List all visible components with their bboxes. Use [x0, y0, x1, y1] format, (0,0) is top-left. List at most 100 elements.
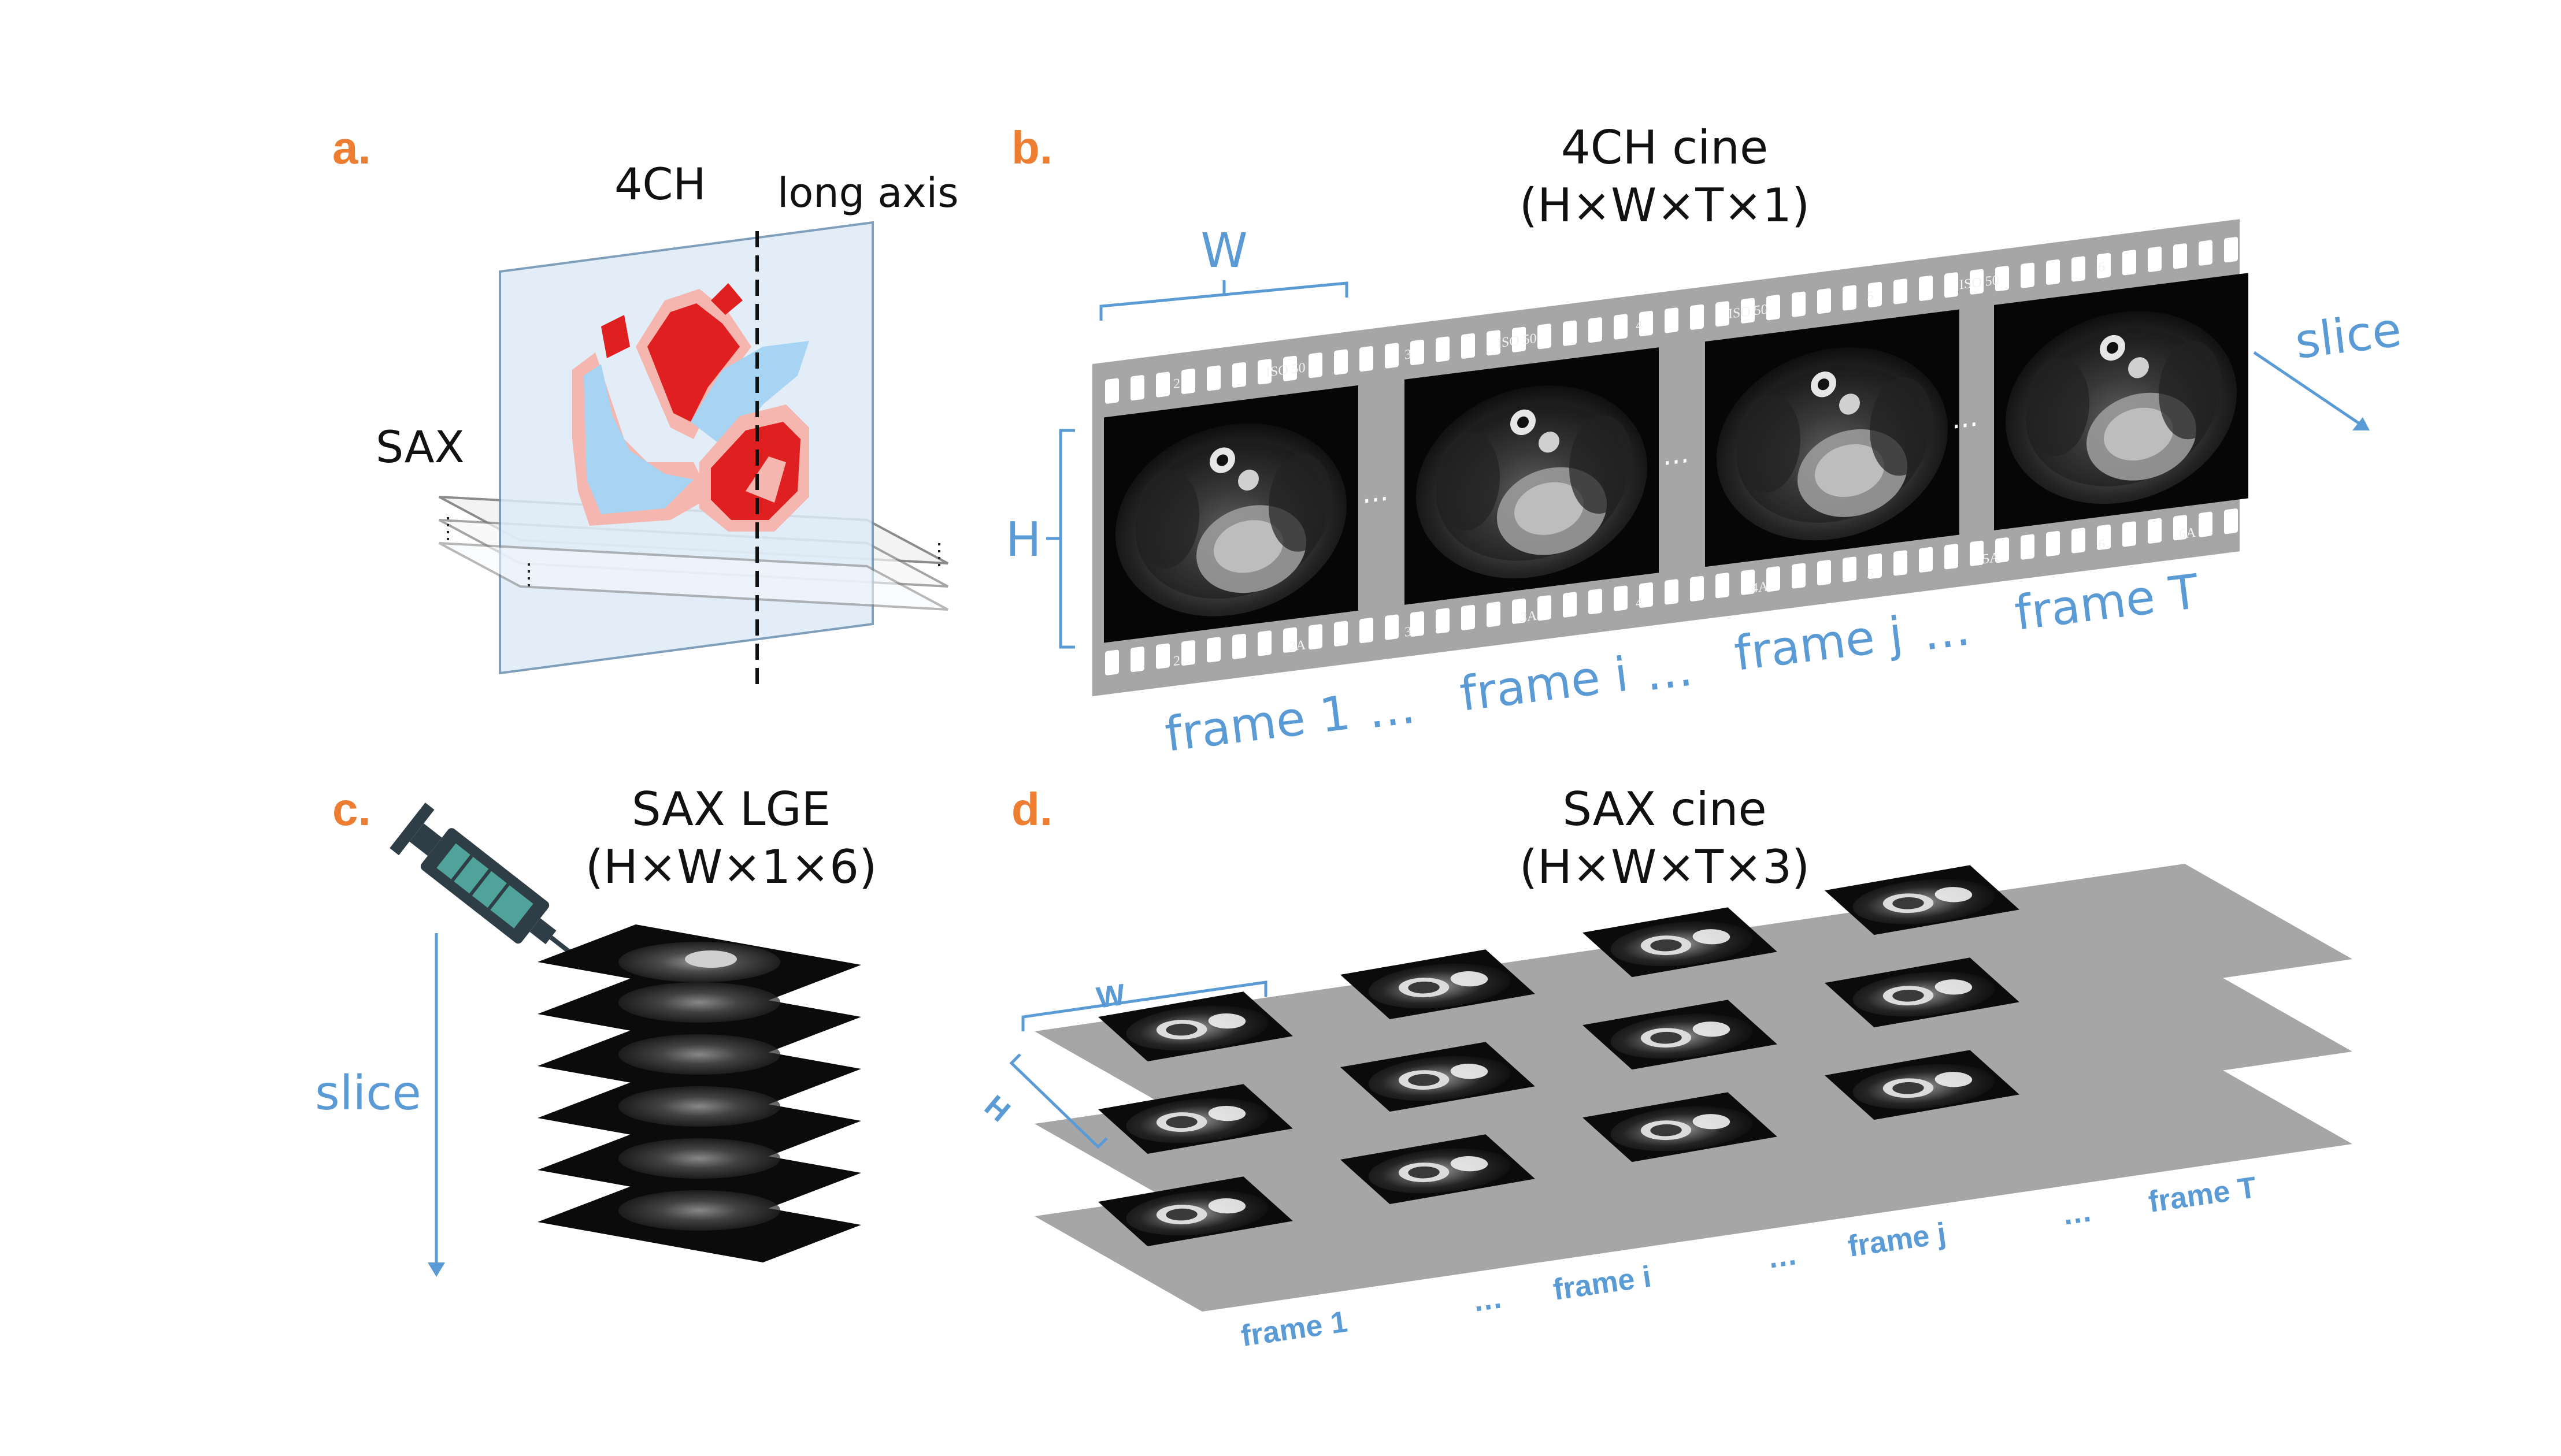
film-mark: 3 — [1404, 347, 1411, 362]
film-mark: 3A — [1520, 608, 1537, 626]
frame-label: … — [1642, 642, 1696, 702]
sprocket-hole — [1766, 295, 1780, 321]
sprocket-hole — [1665, 579, 1678, 605]
film-mark: 6 — [2098, 259, 2105, 275]
sprocket-hole — [1614, 585, 1628, 611]
frame-label-d: … — [2060, 1194, 2095, 1232]
sprocket-hole — [1181, 640, 1195, 666]
slice-label-c: slice — [315, 1066, 421, 1121]
sprocket-hole — [1436, 608, 1450, 634]
sprocket-hole — [1359, 618, 1373, 644]
plane-4ch — [499, 221, 874, 675]
label-long-axis: long axis — [777, 169, 959, 217]
sprocket-hole — [1893, 550, 1907, 576]
dim-h-label: H — [1006, 512, 1042, 567]
sprocket-hole — [1258, 630, 1272, 656]
sprocket-hole — [1131, 375, 1144, 401]
sprocket-hole — [1461, 604, 1475, 630]
sprocket-hole — [1715, 573, 1729, 599]
sprocket-hole — [1741, 298, 1755, 324]
sprocket-hole — [1639, 582, 1653, 608]
sprocket-hole — [1563, 320, 1577, 346]
ellipsis: ... — [1362, 474, 1389, 510]
sprocket-hole — [1766, 566, 1780, 592]
film-mark: 4 — [1636, 318, 1643, 333]
sprocket-hole — [2224, 237, 2238, 263]
sprocket-hole — [1156, 372, 1170, 398]
sprocket-hole — [2148, 246, 2162, 272]
panel-b-filmstrip: 2 ISO 50 3 ISO 50 4 ISO 50 5 ISO 50 6 2 … — [1092, 219, 2248, 696]
sprocket-hole — [2097, 524, 2111, 550]
h-brace — [1059, 429, 1075, 649]
heart-illustration — [572, 283, 809, 532]
sax-filmstrip-slice-2 — [1035, 956, 2352, 1219]
panel-c-title-line2: (H×W×1×6) — [585, 840, 877, 894]
sax-filmstrip-slice-3 — [1035, 864, 2352, 1127]
sprocket-hole — [1537, 324, 1551, 350]
w-brace-d — [1021, 980, 1267, 1031]
sprocket-hole — [1410, 339, 1424, 366]
sprocket-hole — [1436, 336, 1450, 362]
frame-label: … — [1365, 679, 1418, 740]
panel-d-title-line2: (H×W×T×3) — [1519, 840, 1810, 894]
sax-plane-1 — [439, 542, 948, 611]
sprocket-hole — [1893, 278, 1907, 304]
sprocket-hole — [1258, 359, 1272, 385]
slice-label: slice — [2292, 302, 2404, 370]
frame-label-d: frame 1 — [1239, 1305, 1350, 1353]
sprocket-hole — [1588, 589, 1602, 615]
sprocket-hole — [1868, 553, 1882, 579]
slice-arrow — [2253, 351, 2362, 426]
dim-h-label-d: H — [978, 1089, 1016, 1129]
sprocket-hole — [2199, 511, 2212, 537]
sprocket-hole — [2046, 259, 2060, 285]
label-4ch: 4CH — [614, 158, 706, 210]
sprocket-hole — [1232, 633, 1246, 659]
frame-label: frame 1 — [1162, 685, 1354, 762]
film-mark: 2A — [1289, 637, 1306, 655]
panel-c-letter: c. — [332, 783, 371, 835]
panel-a-letter: a. — [332, 122, 371, 173]
frame-label-d: frame j — [1846, 1217, 1948, 1264]
sprocket-hole — [1512, 326, 1526, 352]
film-mark: 4 — [1636, 595, 1643, 611]
sprocket-hole — [2122, 250, 2136, 276]
sprocket-hole — [1919, 275, 1933, 301]
frame-j-image — [1705, 309, 1959, 567]
film-mark: 2 — [1173, 376, 1180, 392]
sprocket-hole — [1843, 556, 1856, 582]
film-mark: 6 — [2098, 537, 2105, 552]
sprocket-hole — [1461, 333, 1475, 359]
sprocket-hole — [1868, 281, 1882, 307]
frame-i-image — [1404, 347, 1659, 605]
sprocket-hole — [1843, 285, 1856, 311]
sprocket-hole — [1588, 317, 1602, 343]
sprocket-hole — [1131, 647, 1144, 673]
sprocket-hole — [1537, 595, 1551, 621]
film-mark: 5A — [1982, 550, 2000, 567]
sprocket-hole — [1309, 624, 1322, 650]
sprocket-hole — [2071, 256, 2085, 282]
sprocket-hole — [2173, 243, 2187, 269]
sprocket-hole — [1690, 575, 1704, 601]
sprocket-hole — [2199, 240, 2212, 266]
frame-1-image — [1104, 385, 1358, 643]
sprocket-hole — [1970, 269, 1984, 295]
sprocket-hole — [1512, 598, 1526, 624]
panel-d-title-line1: SAX cine — [1562, 782, 1766, 836]
sprocket-hole — [1105, 649, 1119, 675]
ellipsis: ... — [1663, 437, 1689, 473]
panel-b-letter: b. — [1011, 122, 1052, 173]
sprocket-hole — [2148, 518, 2162, 544]
sprocket-hole — [1690, 304, 1704, 330]
film-mark: 5 — [1867, 288, 1874, 304]
sprocket-hole — [2021, 534, 2034, 560]
sprocket-hole — [1919, 547, 1933, 573]
film-mark: 6A — [2179, 525, 2196, 543]
panel-b-title-line2: (H×W×T×1) — [1519, 179, 1810, 232]
sprocket-hole — [1487, 330, 1500, 356]
panel-a-illustration — [439, 221, 948, 685]
frame-label: frame j — [1732, 607, 1906, 682]
film-mark: 3 — [1404, 624, 1411, 640]
